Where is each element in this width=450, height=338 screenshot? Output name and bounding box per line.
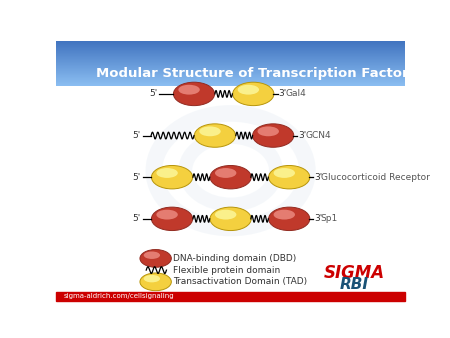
Text: 5': 5': [149, 90, 158, 98]
Text: 3': 3': [279, 90, 287, 98]
Ellipse shape: [152, 207, 193, 231]
Text: 3': 3': [298, 131, 306, 140]
Ellipse shape: [210, 207, 251, 231]
Text: 3': 3': [314, 173, 323, 182]
Ellipse shape: [199, 126, 220, 136]
Ellipse shape: [144, 251, 160, 259]
Ellipse shape: [215, 210, 236, 220]
Ellipse shape: [274, 168, 295, 178]
Ellipse shape: [173, 82, 215, 105]
Text: Gal4: Gal4: [286, 90, 306, 98]
Ellipse shape: [269, 207, 310, 231]
Ellipse shape: [157, 210, 178, 220]
Ellipse shape: [215, 168, 236, 178]
Text: Modular Structure of Transcription Factors: Modular Structure of Transcription Facto…: [96, 67, 417, 80]
Text: DNA-binding domain (DBD): DNA-binding domain (DBD): [173, 254, 297, 263]
Ellipse shape: [140, 249, 171, 267]
Ellipse shape: [252, 124, 294, 147]
Ellipse shape: [178, 85, 200, 95]
Text: 3': 3': [314, 214, 323, 223]
Ellipse shape: [238, 85, 259, 95]
Text: sigma-aldrich.com/cellsignaling: sigma-aldrich.com/cellsignaling: [63, 293, 174, 299]
Text: 5': 5': [133, 214, 141, 223]
Ellipse shape: [144, 275, 160, 282]
Ellipse shape: [269, 166, 310, 189]
Ellipse shape: [257, 126, 279, 136]
Text: RBI: RBI: [340, 277, 369, 292]
Text: Glucocorticoid Receptor: Glucocorticoid Receptor: [320, 173, 429, 182]
Ellipse shape: [274, 210, 295, 220]
Text: Transactivation Domain (TAD): Transactivation Domain (TAD): [173, 277, 307, 286]
Text: Flexible protein domain: Flexible protein domain: [173, 266, 280, 274]
Text: SIGMA: SIGMA: [324, 264, 385, 282]
Ellipse shape: [140, 273, 171, 291]
Ellipse shape: [157, 168, 178, 178]
Ellipse shape: [152, 166, 193, 189]
Text: GCN4: GCN4: [305, 131, 331, 140]
Text: Sp1: Sp1: [320, 214, 338, 223]
Ellipse shape: [194, 124, 235, 147]
Ellipse shape: [210, 166, 251, 189]
Bar: [56, 292, 405, 301]
Ellipse shape: [233, 82, 274, 105]
Text: 5': 5': [133, 131, 141, 140]
Text: 5': 5': [133, 173, 141, 182]
